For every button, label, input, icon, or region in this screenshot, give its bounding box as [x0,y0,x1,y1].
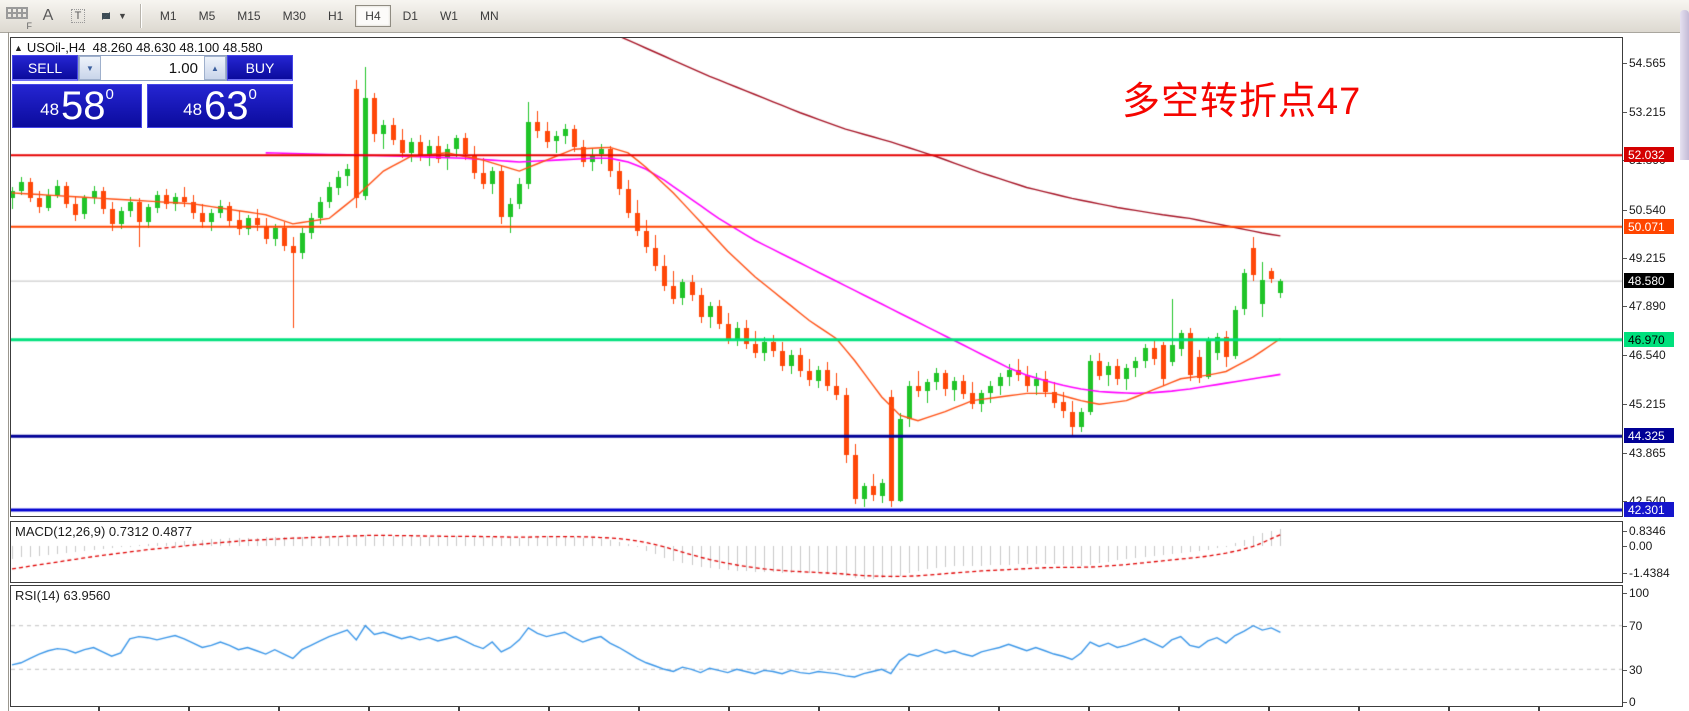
rsi-indicator-panel: RSI(14) 63.9560 [10,585,1623,707]
price-tick [1623,258,1627,259]
price-line-badge: 50.071 [1624,219,1674,234]
right-scrollbar-thumb[interactable] [1680,10,1689,160]
volume-stepper: ▼ ▲ [78,55,227,81]
price-scale: 54.56553.21551.89050.54049.21547.89046.5… [1623,37,1680,709]
price-scale-label: 49.215 [1629,251,1666,265]
price-scale-label: 45.215 [1629,397,1666,411]
volume-decrease-button[interactable]: ▼ [79,56,101,80]
macd-label: MACD(12,26,9) 0.7312 0.4877 [15,524,193,539]
toolbar-separator [139,4,141,28]
price-line-badge: 46.970 [1624,332,1674,347]
price-tick [1623,453,1627,454]
buy-price-button[interactable]: 48 63 0 [147,84,293,128]
ohlc-readout: 48.260 48.630 48.100 48.580 [92,40,263,55]
macd-scale-label: 0.8346 [1629,524,1666,538]
sell-price-button[interactable]: 48 58 0 [12,84,142,128]
price-line-badge: 42.301 [1624,502,1674,517]
window-left-edge [8,32,9,711]
price-tick [1623,63,1627,64]
collapse-trade-panel-icon[interactable]: ▲ [14,43,23,53]
price-scale-label: 46.540 [1629,348,1666,362]
tab-m30[interactable]: M30 [282,9,306,23]
tab-w1[interactable]: W1 [439,9,458,23]
symbol-title: USOil-,H4 [26,40,86,55]
price-scale-label: 43.865 [1629,446,1666,460]
sell-price-pips: 0 [105,86,114,103]
price-scale-label: 50.540 [1629,203,1666,217]
toolbar: F A T ▼ M1 M5 M15 M30 H1 H4 D1 W1 MN [0,0,1689,33]
buy-price-prefix: 48 [183,100,203,119]
rsi-label: RSI(14) 63.9560 [15,588,111,603]
price-tick [1623,112,1627,113]
rsi-tick [1623,670,1627,671]
price-scale-label: 54.565 [1629,56,1666,70]
macd-scale-label: -1.4384 [1629,566,1670,580]
tab-m15[interactable]: M15 [237,9,261,23]
macd-tick [1623,573,1627,574]
tab-m5[interactable]: M5 [198,9,216,23]
price-tick [1623,306,1627,307]
buy-price-pips: 0 [248,86,257,103]
text-box-icon[interactable]: T [66,4,90,28]
price-line-badge: 44.325 [1624,428,1674,443]
sell-price-prefix: 48 [40,100,60,119]
price-scale-label: 53.215 [1629,105,1666,119]
tab-m1[interactable]: M1 [159,9,177,23]
tab-h4[interactable]: H4 [355,5,391,27]
one-click-trading-panel: SELL ▼ ▲ BUY 48 58 0 48 63 0 [12,55,293,128]
chart-header: ▲ USOil-,H4 48.260 48.630 48.100 48.580 [14,40,263,55]
price-tick [1623,501,1627,502]
rsi-tick [1623,593,1627,594]
rsi-tick [1623,702,1627,703]
macd-canvas[interactable] [11,522,1622,582]
price-tick [1623,210,1627,211]
rsi-scale-label: 70 [1629,619,1643,633]
rsi-scale-label: 100 [1629,586,1650,600]
window-grid-icon[interactable]: F [6,7,32,31]
price-line-badge: 52.032 [1624,147,1674,162]
time-axis-ticks [10,707,1623,711]
sell-price-main: 58 [61,84,106,128]
tab-d1[interactable]: D1 [402,9,418,23]
volume-input[interactable] [101,56,204,80]
rsi-tick [1623,626,1627,627]
sell-button[interactable]: SELL [12,55,78,81]
price-tick [1623,355,1627,356]
macd-indicator-panel: MACD(12,26,9) 0.7312 0.4877 [10,521,1623,583]
chevron-down-icon: ▼ [118,11,127,21]
macd-tick [1623,531,1627,532]
tab-mn[interactable]: MN [479,9,499,23]
cycle-arrows-icon[interactable]: ▼ [94,4,127,28]
rsi-scale-label: 0 [1629,695,1636,709]
price-tick [1623,404,1627,405]
macd-scale-label: 0.00 [1629,539,1653,553]
chart-text-annotation[interactable]: 多空转折点47 [1122,81,1362,123]
text-label-icon[interactable]: A [42,7,54,24]
swap-arrows-glyph [94,5,118,27]
current-price-badge: 48.580 [1624,273,1674,288]
rsi-canvas[interactable] [11,586,1622,706]
volume-increase-button[interactable]: ▲ [204,56,226,80]
rsi-scale-label: 30 [1629,663,1643,677]
buy-price-main: 63 [204,84,249,128]
macd-tick [1623,546,1627,547]
tab-h1[interactable]: H1 [327,9,344,23]
buy-button[interactable]: BUY [227,55,293,81]
price-scale-label: 47.890 [1629,299,1666,313]
